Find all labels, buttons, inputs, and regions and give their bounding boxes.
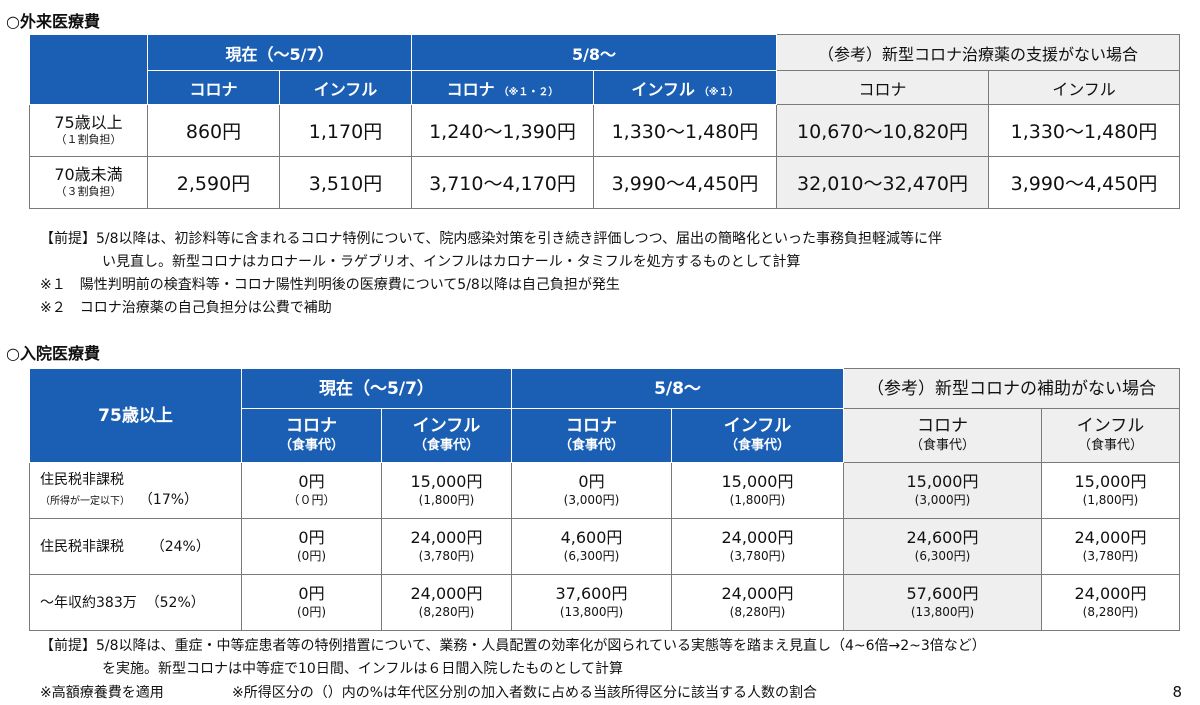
cell-value: 37,600円 (13,800円) <box>511 574 672 631</box>
cell-value: 15,000円 (1,800円) <box>1041 462 1180 519</box>
cell-value: 24,000円 (8,280円) <box>671 574 844 631</box>
table-row: 住民税非課税 （24%） 0円 (0円) 24,000円 (3,780円) 4,60… <box>29 518 1180 575</box>
cell-value: 24,000円 (8,280円) <box>381 574 512 631</box>
cell-value: 0円 (0円) <box>241 574 382 631</box>
cell-value: 1,330～1,480円 <box>987 104 1181 157</box>
header-ref-flu: インフル （食事代） <box>1041 408 1180 463</box>
footnote-income-class: ※所得区分の（）内の%は年代区分別の加入者数に占める当該所得区分に該当する人数の… <box>232 685 818 701</box>
cell-value: 15,000円 (1,800円) <box>381 462 512 519</box>
header-corona: コロナ <box>147 70 280 105</box>
cell-value: 860円 <box>147 104 280 157</box>
row-label: 住民税非課税 （24%） <box>29 518 242 575</box>
header-corona: コロナ （食事代） <box>241 408 382 463</box>
header-after-may8: 5/8～ <box>511 368 844 409</box>
cell-value: 1,170円 <box>279 104 412 157</box>
header-ref-corona: コロナ <box>776 70 989 105</box>
row-label: 75歳以上 （１割負担） <box>29 104 148 157</box>
premise-note-1-cont: い見直し。新型コロナはカロナール・ラゲブリオ、インフルはカロナール・タミフルを処… <box>102 254 801 270</box>
table-row: 住民税非課税 （所得が一定以下） （17%） 0円 （０円） 15,000円 (1,… <box>29 462 1180 519</box>
cell-value: 0円 (3,000円) <box>511 462 672 519</box>
cell-value: 24,000円 (8,280円) <box>1041 574 1180 631</box>
header-after-corona: コロナ （※１・２） <box>411 70 594 105</box>
cell-value: 3,990～4,450円 <box>593 156 777 209</box>
header-current: 現在（～5/7） <box>241 368 512 409</box>
row-label: 住民税非課税 （所得が一定以下） （17%） <box>29 462 242 519</box>
header-after-flu: インフル （食事代） <box>671 408 844 463</box>
cell-value: 32,010～32,470円 <box>776 156 989 209</box>
table-row: 75歳以上 （１割負担） 860円 1,170円 1,240～1,390円 1,3… <box>29 104 1181 157</box>
row-label: 70歳未満 （３割負担） <box>29 156 148 209</box>
premise-note-2-cont: を実施。新型コロナは中等症で10日間、インフルは６日間入院したものとして計算 <box>102 661 623 677</box>
header-after-flu: インフル （※１） <box>593 70 777 105</box>
cell-value: 3,510円 <box>279 156 412 209</box>
table-row: 70歳未満 （３割負担） 2,590円 3,510円 3,710～4,170円 3… <box>29 156 1181 209</box>
header-reference: （参考）新型コロナの補助がない場合 <box>843 368 1180 409</box>
cell-value: 4,600円 (6,300円) <box>511 518 672 575</box>
cell-value: 24,000円 (3,780円) <box>381 518 512 575</box>
cell-value: 57,600円 (13,800円) <box>843 574 1042 631</box>
cell-value: 10,670～10,820円 <box>776 104 989 157</box>
cell-value: 3,990～4,450円 <box>987 156 1181 209</box>
outpatient-cost-table: 現在（～5/7） 5/8～ （参考）新型コロナ治療薬の支援がない場合 コロナ イ… <box>29 34 1181 209</box>
cell-value: 24,600円 (6,300円) <box>843 518 1042 575</box>
page-number: 8 <box>1172 683 1182 701</box>
premise-note-2: 【前提】5/8以降は、重症・中等症患者等の特例措置について、業務・人員配置の効率… <box>40 638 986 654</box>
cell-value: 0円 (0円) <box>241 518 382 575</box>
inpatient-cost-table: 75歳以上 現在（～5/7） 5/8～ （参考）新型コロナの補助がない場合 コロ… <box>29 368 1180 631</box>
row-label: ～年収約383万 （52%） <box>29 574 242 631</box>
cell-value: 2,590円 <box>147 156 280 209</box>
header-after-may8: 5/8～ <box>411 34 777 71</box>
cell-value: 3,710～4,170円 <box>411 156 594 209</box>
footnote-2: ※２ コロナ治療薬の自己負担分は公費で補助 <box>40 300 332 316</box>
header-ref-corona: コロナ （食事代） <box>843 408 1042 463</box>
cell-value: 1,330～1,480円 <box>593 104 777 157</box>
header-ref-flu: インフル <box>987 70 1181 105</box>
footnote-high-cost: ※高額療養費を適用 <box>40 685 164 701</box>
corner-header <box>29 34 148 105</box>
cell-value: 24,000円 (3,780円) <box>671 518 844 575</box>
table-row: ～年収約383万 （52%） 0円 (0円) 24,000円 (8,280円) 37… <box>29 574 1180 631</box>
cell-value: 15,000円 (1,800円) <box>671 462 844 519</box>
header-flu: インフル （食事代） <box>381 408 512 463</box>
cell-value: 15,000円 (3,000円) <box>843 462 1042 519</box>
header-current: 現在（～5/7） <box>147 34 412 71</box>
header-reference: （参考）新型コロナ治療薬の支援がない場合 <box>775 34 1181 71</box>
header-age-75: 75歳以上 <box>29 368 242 463</box>
cell-value: 1,240～1,390円 <box>411 104 594 157</box>
premise-note-1: 【前提】5/8以降は、初診料等に含まれるコロナ特例について、院内感染対策を引き続… <box>40 231 943 247</box>
section-title-outpatient: ○外来医療費 <box>6 12 100 31</box>
header-after-corona: コロナ （食事代） <box>511 408 672 463</box>
cell-value: 24,000円 (3,780円) <box>1041 518 1180 575</box>
section-title-inpatient: ○入院医療費 <box>6 344 100 363</box>
header-flu: インフル <box>279 70 412 105</box>
footnote-1: ※１ 陽性判明前の検査料等・コロナ陽性判明後の医療費について5/8以降は自己負担… <box>40 277 620 293</box>
cell-value: 0円 （０円） <box>241 462 382 519</box>
